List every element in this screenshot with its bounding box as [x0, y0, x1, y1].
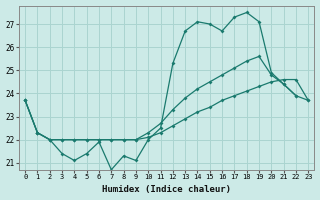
- X-axis label: Humidex (Indice chaleur): Humidex (Indice chaleur): [102, 185, 231, 194]
